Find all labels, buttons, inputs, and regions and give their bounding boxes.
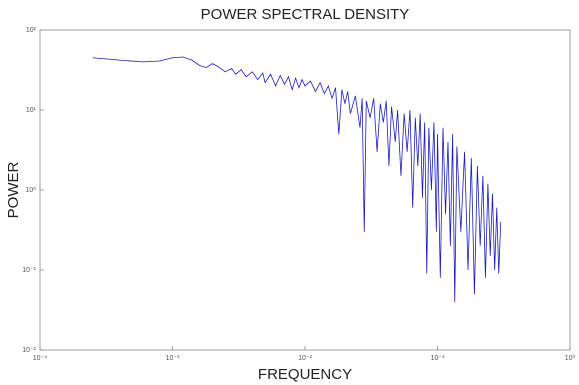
y-tick-label: 10²	[26, 27, 37, 34]
y-tick-label: 10⁻²	[22, 347, 36, 354]
x-tick-label: 10⁻⁴	[33, 355, 48, 362]
y-tick-label: 10⁻¹	[22, 267, 36, 274]
x-tick-label: 10⁻³	[166, 355, 180, 362]
x-tick-label: 10⁰	[565, 354, 576, 362]
psd-line	[92, 56, 502, 302]
y-tick-label: 10¹	[26, 107, 37, 114]
y-axis-label: POWER	[5, 162, 22, 219]
x-tick-label: 10⁻¹	[431, 355, 445, 362]
x-tick-label: 10⁻²	[298, 355, 312, 362]
y-tick-label: 10⁰	[25, 186, 36, 194]
chart-title: POWER SPECTRAL DENSITY	[201, 6, 410, 23]
plot-frame	[39, 29, 571, 351]
x-axis-label: FREQUENCY	[258, 366, 352, 383]
